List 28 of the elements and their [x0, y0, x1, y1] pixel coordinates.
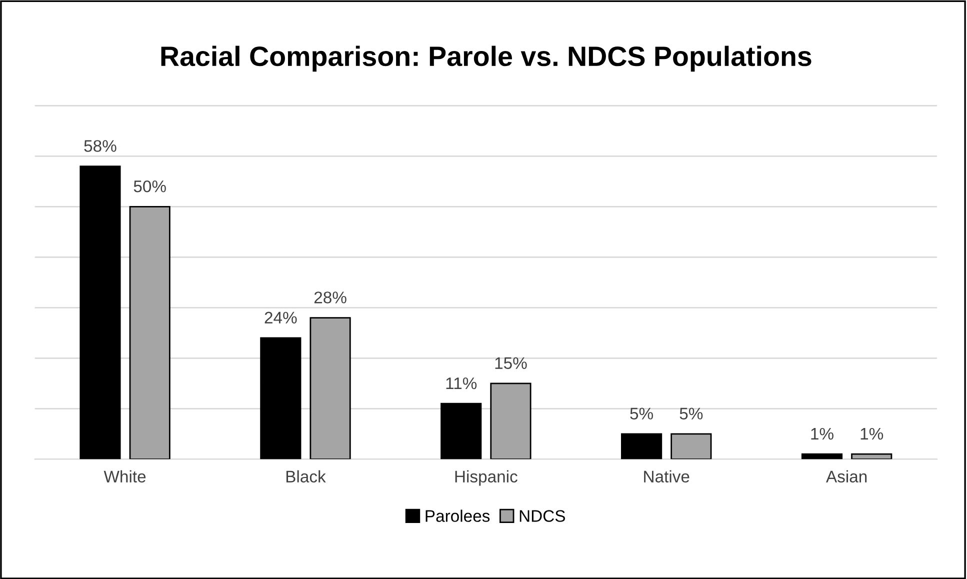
x-tick-label: White: [104, 470, 146, 482]
x-tick-label: Black: [286, 470, 326, 482]
chart-title: Racial Comparison: Parole vs. NDCS Populations: [161, 46, 812, 72]
x-tick-label: Hispanic: [455, 470, 518, 486]
data-label: 24%: [264, 312, 297, 324]
data-label: 58%: [84, 140, 116, 152]
data-label: 1%: [860, 428, 884, 440]
bar: [490, 382, 532, 460]
data-label: 28%: [314, 292, 346, 304]
bar: [440, 402, 482, 460]
data-label: 5%: [630, 408, 653, 420]
x-tick-label: Native: [644, 470, 690, 482]
legend-label: NDCS: [520, 510, 565, 522]
data-label: 11%: [446, 377, 477, 390]
bar: [801, 453, 843, 460]
bar: [260, 337, 302, 460]
data-label: 50%: [134, 180, 166, 192]
bar: [670, 433, 712, 460]
legend-label: Parolees: [426, 510, 490, 522]
data-label: 5%: [680, 408, 703, 420]
data-label: 1%: [811, 428, 834, 440]
x-tick-label: Asian: [826, 470, 867, 482]
bar: [129, 206, 170, 460]
bar: [851, 453, 892, 460]
data-label: 15%: [495, 357, 527, 370]
bar: [621, 433, 662, 460]
bar: [80, 166, 121, 460]
bar: [310, 317, 351, 460]
